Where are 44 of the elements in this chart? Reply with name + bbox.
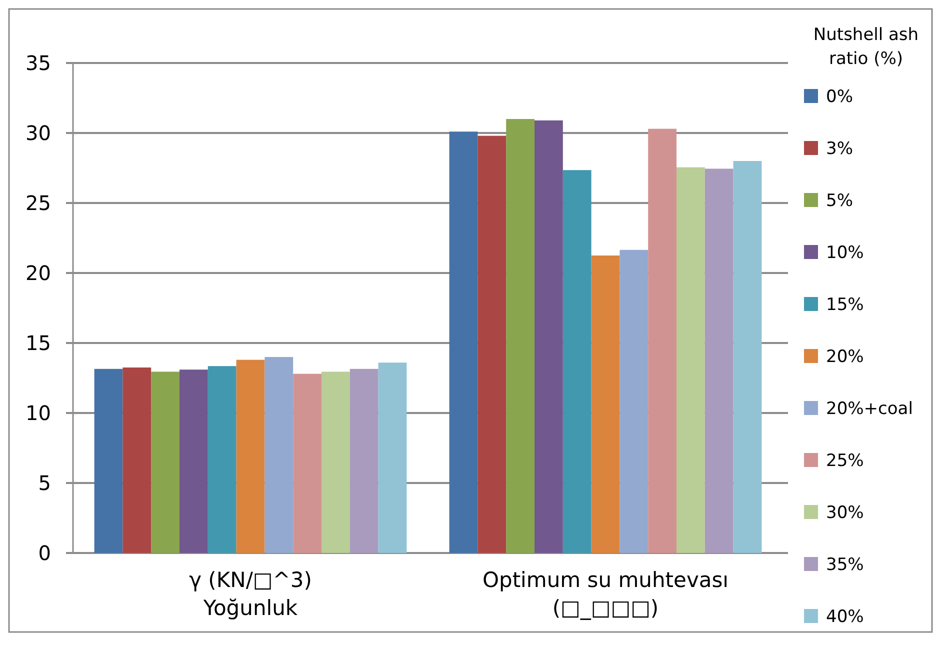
bar — [293, 374, 322, 553]
bar — [534, 120, 563, 553]
bar — [591, 256, 620, 553]
legend-label: 40% — [826, 606, 864, 627]
bar — [236, 360, 265, 553]
bar — [208, 366, 236, 553]
y-tick-label: 0 — [38, 541, 51, 565]
bar — [350, 368, 378, 553]
y-tick-label: 15 — [26, 331, 51, 355]
legend-label: 15% — [826, 294, 864, 315]
bar — [478, 136, 506, 553]
legend-label: 0% — [826, 86, 853, 107]
bar — [322, 372, 350, 553]
legend-title: Nutshell ash ratio (%) — [813, 25, 919, 69]
bar — [620, 250, 648, 553]
legend-label: 10% — [826, 242, 864, 263]
y-tick-label: 20 — [26, 261, 51, 285]
bar — [704, 168, 734, 553]
y-tick-label: 35 — [26, 51, 51, 75]
legend-label: 5% — [826, 190, 853, 211]
bar — [506, 119, 534, 553]
bar — [94, 368, 123, 553]
y-tick-label: 5 — [38, 471, 51, 495]
legend-label: 30% — [826, 502, 864, 523]
bar — [676, 167, 705, 553]
y-tick-label: 30 — [26, 121, 51, 145]
x-tick-label: γ (KN/□^3) Yoğunluk — [189, 568, 312, 620]
bar — [122, 368, 152, 553]
bar — [648, 128, 676, 553]
bar — [180, 370, 208, 553]
x-tick-label: Optimum su muhtevası (□_□□□) — [482, 568, 729, 620]
bar — [733, 161, 762, 553]
bar — [449, 132, 478, 553]
legend-label: 3% — [826, 138, 853, 159]
bar — [264, 357, 294, 553]
bar — [562, 170, 592, 553]
bar — [151, 372, 180, 553]
bar — [378, 362, 407, 553]
legend-label: 20%+coal — [826, 398, 913, 419]
legend-label: 20% — [826, 346, 864, 367]
legend-label: 35% — [826, 554, 864, 575]
y-tick-label: 10 — [26, 401, 51, 425]
y-tick-label: 25 — [26, 191, 51, 215]
legend-label: 25% — [826, 450, 864, 471]
